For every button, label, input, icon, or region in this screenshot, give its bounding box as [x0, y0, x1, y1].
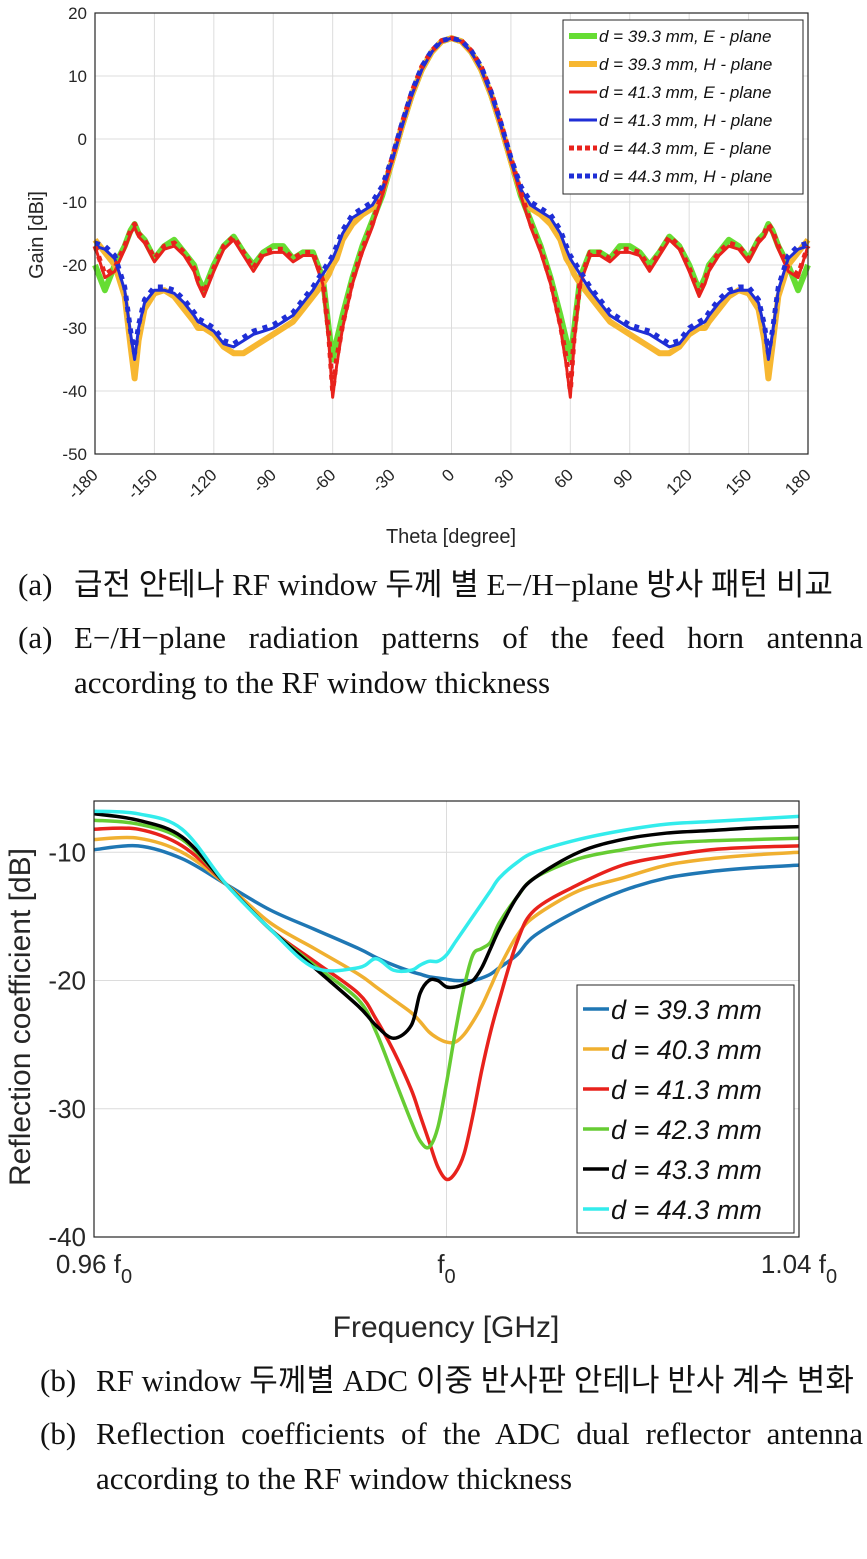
series-lines [93, 809, 800, 1182]
plot-frame [93, 800, 800, 1238]
y-axis-label: Gain [dBi] [26, 191, 48, 279]
legend-entry: d = 40.3 mm [611, 1035, 762, 1065]
y-tick-label: -20 [48, 966, 86, 996]
caption-a-english: (a) E−/H−plane radiation patterns of the … [18, 620, 863, 700]
y-tick-label: -50 [62, 445, 87, 464]
legend: d = 39.3 mm d = 40.3 mm d = 41.3 mm d = 42.… [576, 984, 795, 1234]
legend-entry: d = 39.3 mm, E - plane [599, 27, 771, 46]
legend-entry: d = 43.3 mm [611, 1155, 762, 1185]
series-line-6 [93, 809, 800, 974]
caption-a-korean: (a) 급전 안테나 RF window 두께 별 E−/H−plane 방사 패… [18, 567, 833, 602]
x-tick-label: 180 [781, 465, 814, 498]
x-tick-label: -150 [124, 465, 161, 502]
x-tick-label: 150 [722, 465, 755, 498]
y-tick-label: -30 [62, 319, 87, 338]
plot-frame [94, 12, 809, 455]
legend-entry: d = 39.3 mm [611, 995, 762, 1025]
reflection-coefficient-chart: 0.96 f0 f0 1.04 f0 -10 -20 -30 -40 d = 39.3 mm… [4, 800, 837, 1344]
x-tick-label: -30 [368, 465, 399, 496]
y-tick-label: -10 [48, 837, 86, 867]
x-tick-label: 0 [438, 465, 458, 485]
y-axis-label: Reflection coefficient [dB] [4, 848, 37, 1186]
y-tick-label: -10 [62, 193, 87, 212]
legend-entry: d = 42.3 mm [611, 1115, 762, 1145]
x-tick-label: -120 [183, 465, 220, 502]
series-line-6 [94, 35, 809, 356]
legend-entry: d = 41.3 mm, E - plane [599, 83, 771, 102]
x-tick-label: -60 [309, 465, 340, 496]
series-line-2 [93, 835, 800, 1045]
figure-a-caption: (a) 급전 안테나 RF window 두께 별 E−/H−plane 방사 패… [18, 562, 863, 705]
y-tick-label: 10 [68, 67, 87, 86]
x-tick-label: 30 [491, 465, 518, 492]
y-tick-label: -40 [48, 1222, 86, 1252]
legend-entry: d = 44.3 mm, E - plane [599, 139, 771, 158]
legend-entry: d = 41.3 mm, H - plane [599, 111, 772, 130]
x-tick-label: 1.04 f0 [761, 1249, 837, 1288]
y-tick-label: -40 [62, 382, 87, 401]
radiation-pattern-chart: -180 -150 -120 -90 -60 -30 0 30 60 90 120 150 180 20 1… [26, 4, 815, 548]
series-lines [92, 35, 811, 399]
legend: d = 39.3 mm, E - plane d = 39.3 mm, H - p… [562, 19, 804, 195]
x-tick-label: 120 [662, 465, 695, 498]
x-tick-label: -180 [64, 465, 101, 502]
y-tick-label: 20 [68, 4, 87, 23]
caption-b-english: (b) Reflection coefficients of the ADC du… [40, 1416, 863, 1496]
legend-box [562, 19, 804, 195]
legend-entry: d = 44.3 mm [611, 1195, 762, 1225]
legend-entry: d = 39.3 mm, H - plane [599, 55, 772, 74]
legend-entry: d = 41.3 mm [611, 1075, 762, 1105]
x-axis-label: Frequency [GHz] [333, 1311, 560, 1344]
x-tick-label: 90 [610, 465, 637, 492]
x-tick-label: 60 [550, 465, 577, 492]
legend-box [576, 984, 795, 1234]
y-tick-label: -30 [48, 1094, 86, 1124]
legend-entry: d = 44.3 mm, H - plane [599, 167, 772, 186]
x-tick-label: f0 [437, 1249, 455, 1288]
x-axis-label: Theta [degree] [386, 526, 516, 548]
x-tick-label: -90 [249, 465, 280, 496]
series-line-5 [92, 35, 811, 394]
series-line-1 [93, 843, 800, 983]
y-tick-label: 0 [78, 130, 87, 149]
y-tick-label: -20 [62, 256, 87, 275]
caption-b-korean: (b) RF window 두께별 ADC 이중 반사판 안테나 반사 계수 변화 [40, 1363, 854, 1398]
x-tick-label: 0.96 f0 [56, 1249, 132, 1288]
figure-b-caption: (b) RF window 두께별 ADC 이중 반사판 안테나 반사 계수 변화… [40, 1358, 863, 1501]
